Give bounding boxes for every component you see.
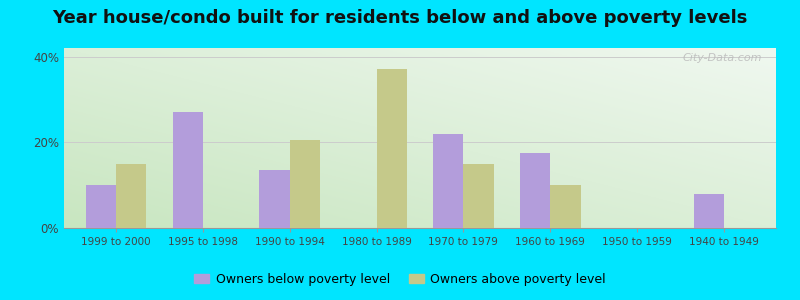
Text: Year house/condo built for residents below and above poverty levels: Year house/condo built for residents bel… — [52, 9, 748, 27]
Bar — [377, 69, 407, 228]
Bar — [694, 194, 724, 228]
Bar — [86, 185, 116, 228]
Bar — [173, 112, 203, 228]
Bar — [433, 134, 463, 228]
Bar — [290, 140, 320, 228]
Bar — [116, 164, 146, 228]
Bar — [550, 185, 581, 228]
Bar — [259, 170, 290, 228]
Bar — [463, 164, 494, 228]
Legend: Owners below poverty level, Owners above poverty level: Owners below poverty level, Owners above… — [190, 268, 610, 291]
Text: City-Data.com: City-Data.com — [682, 53, 762, 63]
Bar — [520, 153, 550, 228]
